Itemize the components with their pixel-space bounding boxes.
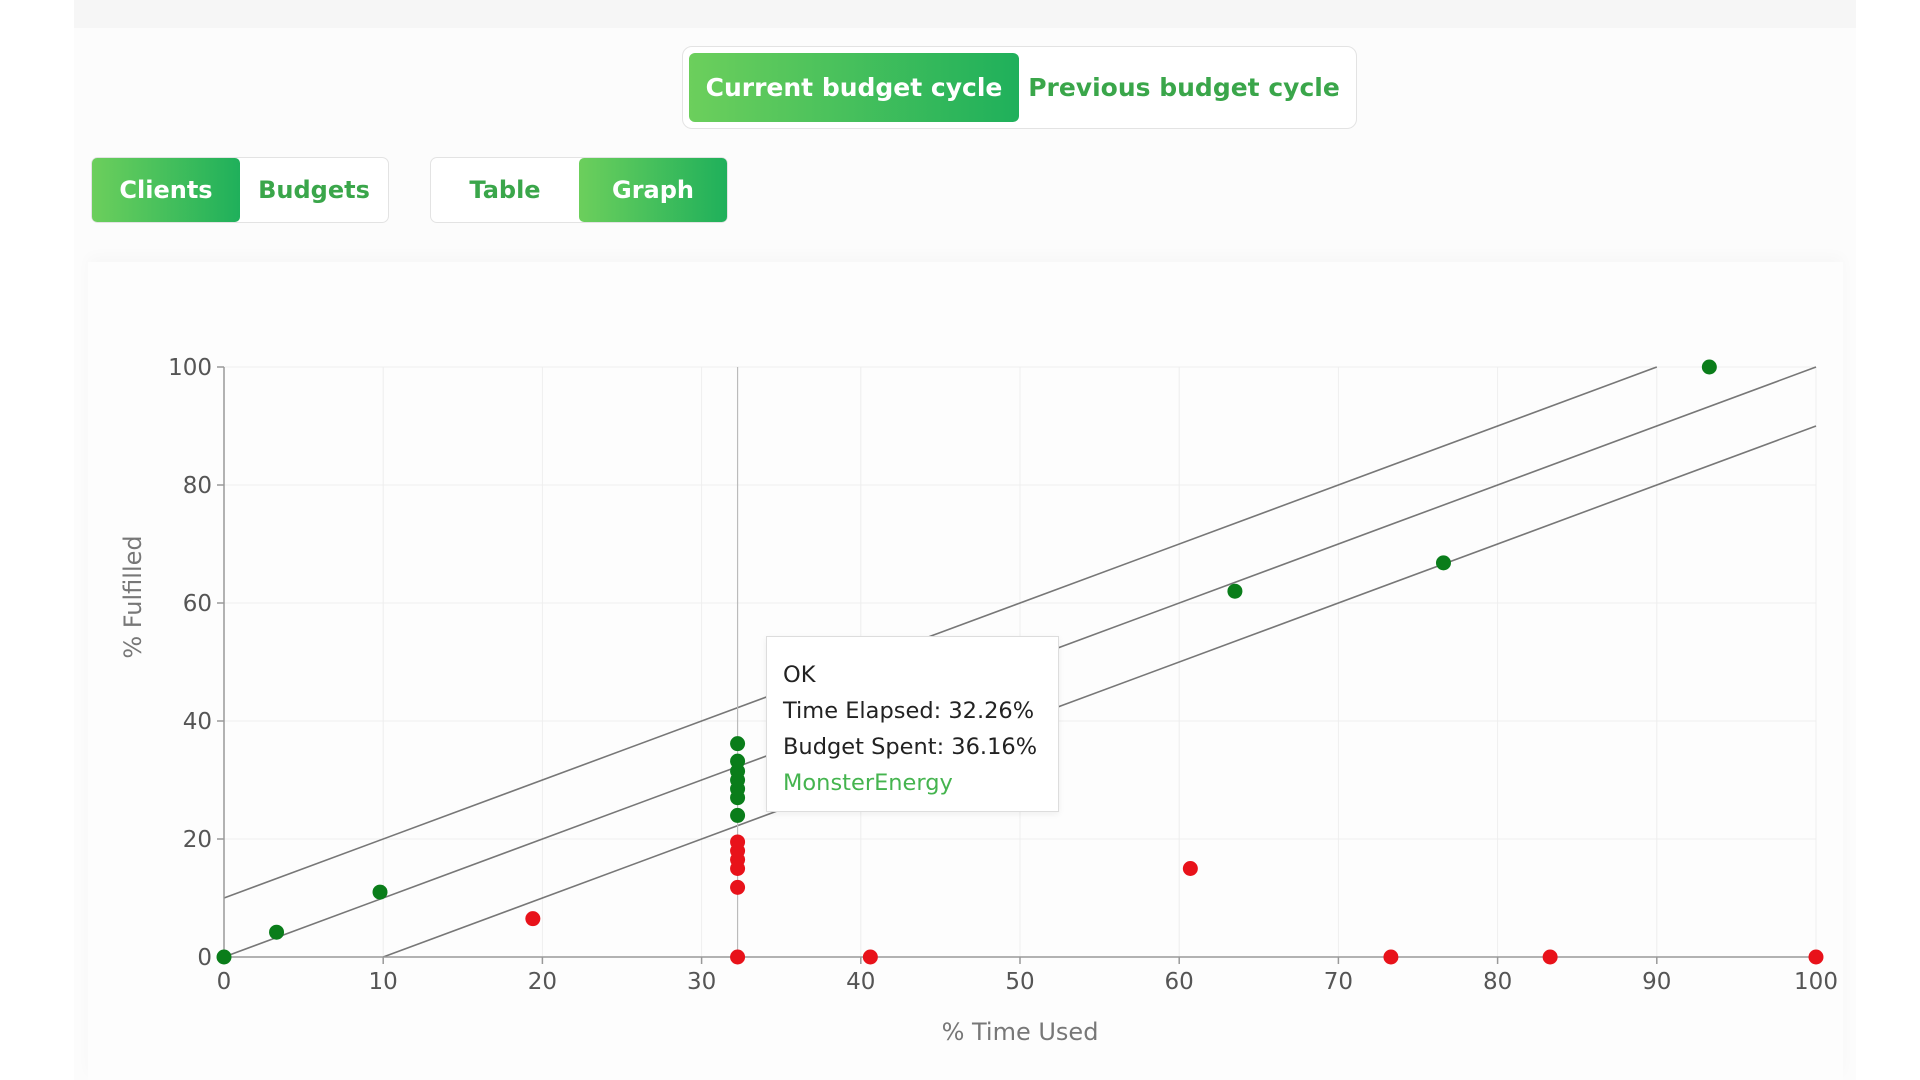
point-over-7 bbox=[862, 949, 878, 965]
point-over-8 bbox=[1182, 861, 1198, 876]
point-ok-3 bbox=[730, 807, 746, 823]
display-mode-toggle: Table Graph bbox=[430, 157, 728, 223]
x-tick-label-50: 50 bbox=[1005, 969, 1034, 995]
point-ok-12 bbox=[1701, 359, 1717, 375]
y-axis-label: % Fulfilled bbox=[119, 535, 147, 658]
previous-budget-cycle-button[interactable]: Previous budget cycle bbox=[1028, 73, 1340, 102]
tooltip-client-name: MonsterEnergy bbox=[783, 770, 953, 796]
data-points bbox=[216, 359, 1824, 965]
point-over-2 bbox=[730, 879, 746, 895]
point-over-1 bbox=[730, 949, 746, 965]
x-tick-label-60: 60 bbox=[1165, 969, 1194, 995]
x-tick-label-10: 10 bbox=[369, 969, 398, 995]
y-tick-label-80: 80 bbox=[183, 473, 212, 499]
x-axis-label: % Time Used bbox=[942, 1018, 1099, 1046]
y-tick-label-20: 20 bbox=[183, 827, 212, 853]
reference-line-2 bbox=[382, 425, 1817, 958]
clients-tab-button[interactable]: Clients bbox=[92, 158, 240, 222]
point-over-6 bbox=[730, 834, 746, 850]
x-tick-label-0: 0 bbox=[217, 969, 232, 995]
tooltip-budget-spent: Budget Spent: 36.16% bbox=[783, 734, 1038, 760]
point-tooltip: OK Time Elapsed: 32.26% Budget Spent: 36… bbox=[766, 636, 1059, 812]
tooltip-status: OK bbox=[783, 662, 816, 688]
point-over-0 bbox=[525, 911, 541, 927]
point-ok-8 bbox=[730, 753, 746, 769]
point-ok-0 bbox=[216, 949, 232, 965]
current-budget-cycle-button[interactable]: Current budget cycle bbox=[689, 53, 1019, 122]
point-over-11 bbox=[1808, 949, 1824, 965]
x-tick-label-30: 30 bbox=[687, 969, 716, 995]
y-tick-label-0: 0 bbox=[197, 945, 212, 971]
x-tick-label-80: 80 bbox=[1483, 969, 1512, 995]
top-bar bbox=[74, 0, 1856, 28]
point-ok-9 bbox=[730, 736, 746, 752]
point-over-10 bbox=[1542, 949, 1558, 965]
x-tick-label-90: 90 bbox=[1642, 969, 1671, 995]
x-tick-label-100: 100 bbox=[1794, 969, 1838, 995]
graph-mode-button[interactable]: Graph bbox=[579, 158, 727, 222]
point-ok-2 bbox=[372, 884, 388, 900]
point-ok-11 bbox=[1435, 555, 1451, 571]
point-over-9 bbox=[1383, 949, 1399, 965]
y-tick-label-100: 100 bbox=[168, 355, 212, 381]
x-tick-label-20: 20 bbox=[528, 969, 557, 995]
y-tick-label-40: 40 bbox=[183, 709, 212, 735]
x-tick-label-70: 70 bbox=[1324, 969, 1353, 995]
chart-axes: 0 10 20 30 40 50 60 70 80 90 100 0 20 40 60 80 100 bbox=[168, 355, 1838, 995]
y-tick-label-60: 60 bbox=[183, 591, 212, 617]
budgets-tab-button[interactable]: Budgets bbox=[258, 176, 370, 204]
view-toggle: Clients Budgets bbox=[91, 157, 389, 223]
table-mode-button[interactable]: Table bbox=[469, 176, 541, 204]
x-tick-label-40: 40 bbox=[846, 969, 875, 995]
budget-cycle-toggle: Current budget cycle Previous budget cyc… bbox=[682, 46, 1357, 129]
reference-line-0 bbox=[223, 366, 1658, 899]
point-ok-10 bbox=[1227, 583, 1243, 599]
point-ok-1 bbox=[269, 924, 285, 940]
tooltip-time-elapsed: Time Elapsed: 32.26% bbox=[783, 698, 1035, 724]
